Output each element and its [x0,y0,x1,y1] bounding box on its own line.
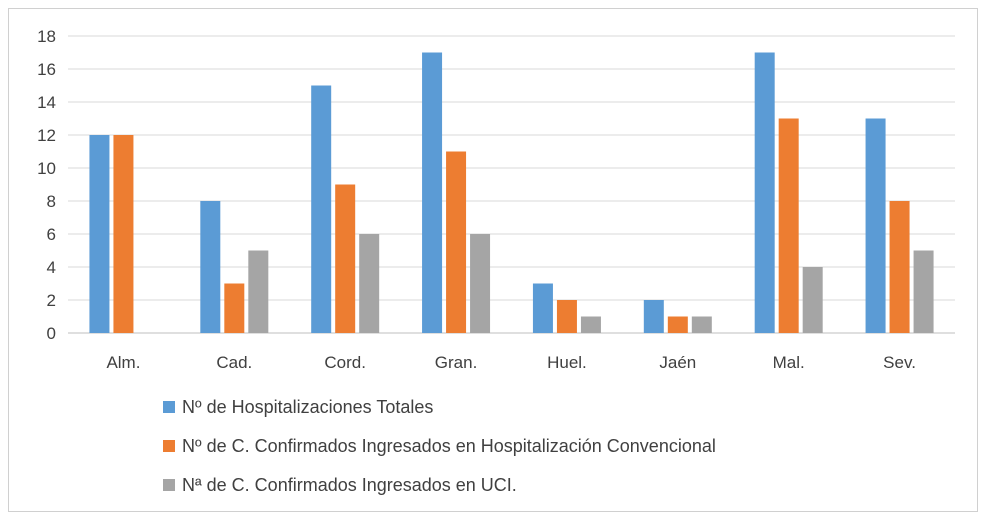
bar-2 [778,118,799,333]
legend-swatch [163,401,175,413]
bar-1 [200,201,221,333]
bar-1 [532,283,553,333]
y-tick-label: 4 [47,258,56,277]
x-tick-label: Alm. [106,353,140,372]
bar-1 [89,135,110,333]
bar-2 [556,300,577,333]
y-tick-label: 14 [37,93,56,112]
bar-1 [311,85,332,333]
y-axis-ticks: 0 2 4 6 8 10 12 14 16 18 [37,27,56,343]
legend-label: Nº de Hospitalizaciones Totales [182,397,433,417]
x-tick-label: Cad. [216,353,252,372]
bar-1 [643,300,664,333]
bar-3 [248,250,269,333]
y-tick-label: 2 [47,291,56,310]
y-tick-label: 16 [37,60,56,79]
bar-2 [889,201,910,333]
x-tick-label: Gran. [435,353,478,372]
bar-3 [470,234,491,333]
bar-2 [335,184,356,333]
chart-frame [8,8,978,512]
y-tick-label: 18 [37,27,56,46]
bar-3 [580,316,601,333]
y-tick-label: 12 [37,126,56,145]
bar-1 [865,118,886,333]
legend-label: Nª de C. Confirmados Ingresados en UCI. [182,475,517,495]
legend-swatch [163,479,175,491]
x-tick-label: Huel. [547,353,587,372]
x-tick-label: Sev. [883,353,916,372]
bar-3 [913,250,934,333]
bar-1 [422,52,443,333]
bars [89,52,934,333]
legend-swatch [163,440,175,452]
bar-3 [359,234,380,333]
bar-1 [754,52,775,333]
legend: Nº de Hospitalizaciones Totales Nº de C. … [163,397,716,495]
y-tick-label: 8 [47,192,56,211]
bar-2 [113,135,134,333]
y-tick-label: 0 [47,324,56,343]
bar-2 [446,151,467,333]
legend-label: Nº de C. Confirmados Ingresados en Hospi… [182,436,716,456]
bar-3 [802,267,823,333]
y-tick-label: 10 [37,159,56,178]
x-tick-label: Jaén [659,353,696,372]
y-tick-label: 6 [47,225,56,244]
x-axis-ticks: Alm. Cad. Cord. Gran. Huel. Jaén Mal. Sev. [106,353,916,372]
x-tick-label: Mal. [773,353,805,372]
bar-3 [691,316,712,333]
x-tick-label: Cord. [324,353,366,372]
bar-2 [667,316,688,333]
bar-2 [224,283,245,333]
